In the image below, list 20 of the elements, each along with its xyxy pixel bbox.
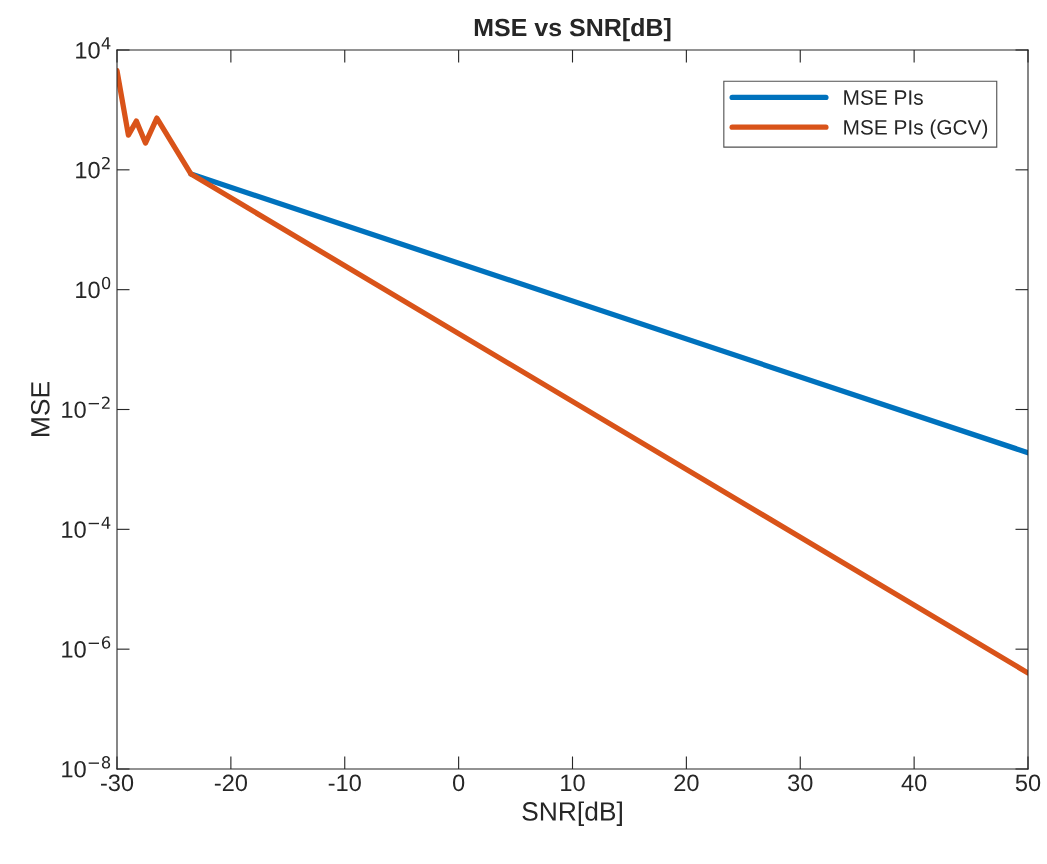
x-tick-label: -20 (214, 774, 248, 792)
y-tick-label: 10$^{−2}$ (62, 396, 110, 419)
y-tick-label: 10$^{0}$ (76, 276, 111, 299)
x-tick-label: 0 (452, 774, 465, 792)
y-tick-label: 10$^{−6}$ (62, 636, 111, 658)
y-tick-label: 10$^{2}$ (76, 156, 110, 179)
legend-label: MSE PIs (GCV) (844, 119, 988, 139)
y-tick-label: 10$^{4}$ (76, 37, 111, 59)
x-tick-label: -30 (100, 774, 134, 792)
x-tick-label: 50 (1015, 774, 1041, 792)
x-tick-label: 20 (674, 774, 699, 792)
chart-title: MSE vs SNR[dB] (474, 17, 671, 42)
x-tick-label: -10 (328, 774, 361, 792)
x-tick-label: 40 (901, 774, 927, 792)
x-tick-label: 30 (788, 774, 813, 792)
y-tick-label: 10$^{−4}$ (62, 516, 111, 538)
x-axis-title: SNR[dB] (522, 801, 622, 827)
x-tick-label: 10 (561, 774, 585, 792)
legend-label: MSE PIs (844, 90, 923, 105)
y-axis-title: MSE (30, 382, 50, 436)
